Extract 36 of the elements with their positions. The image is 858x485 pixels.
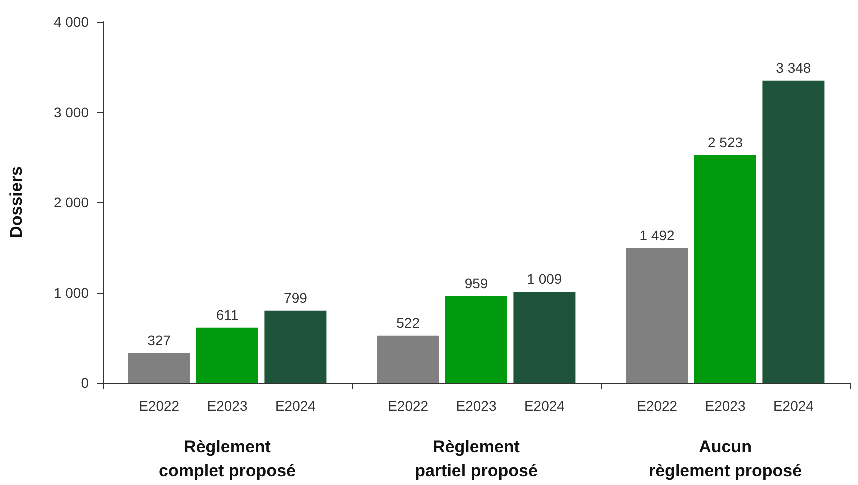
bar <box>377 336 440 383</box>
data-label: 799 <box>284 290 308 306</box>
data-label: 522 <box>396 314 420 331</box>
y-tick-label: 3 000 <box>54 104 90 120</box>
text: E2024 <box>524 398 565 414</box>
x-tick-label: Règlement partiel proposé <box>415 438 538 480</box>
bar <box>762 80 825 383</box>
x-tick-label: Règlement complet proposé <box>159 438 296 480</box>
data-label: 3 348 <box>776 60 812 76</box>
text: E2024 <box>773 398 814 414</box>
bar <box>626 248 688 383</box>
bar <box>694 155 756 383</box>
data-label: 1 009 <box>527 270 562 287</box>
data-label: 1 492 <box>640 227 676 244</box>
y-tick-label: 0 <box>81 375 90 391</box>
bar <box>196 328 258 383</box>
x-tick-label: Aucun règlement proposé <box>648 438 802 480</box>
text: E2023 <box>456 398 497 414</box>
data-label: 611 <box>216 306 239 323</box>
bar <box>446 296 508 383</box>
y-tick-label: 1 000 <box>54 284 90 301</box>
y-axis-title: Dossiers <box>7 166 26 238</box>
series-label: E2023 <box>207 398 248 414</box>
data-label: 2 523 <box>708 134 744 150</box>
text: E2023 <box>705 398 746 414</box>
data-label: 959 <box>464 275 488 292</box>
bar <box>264 310 327 383</box>
text: E2022 <box>388 398 429 414</box>
series-label: E2022 <box>139 398 180 414</box>
series-label: E2024 <box>275 398 316 414</box>
text: E2022 <box>637 398 678 414</box>
y-tick-label: 2 000 <box>54 194 90 210</box>
bar <box>514 292 576 383</box>
bar <box>128 353 190 383</box>
data-label: 327 <box>148 332 172 348</box>
y-tick-label: 4 000 <box>54 14 90 30</box>
